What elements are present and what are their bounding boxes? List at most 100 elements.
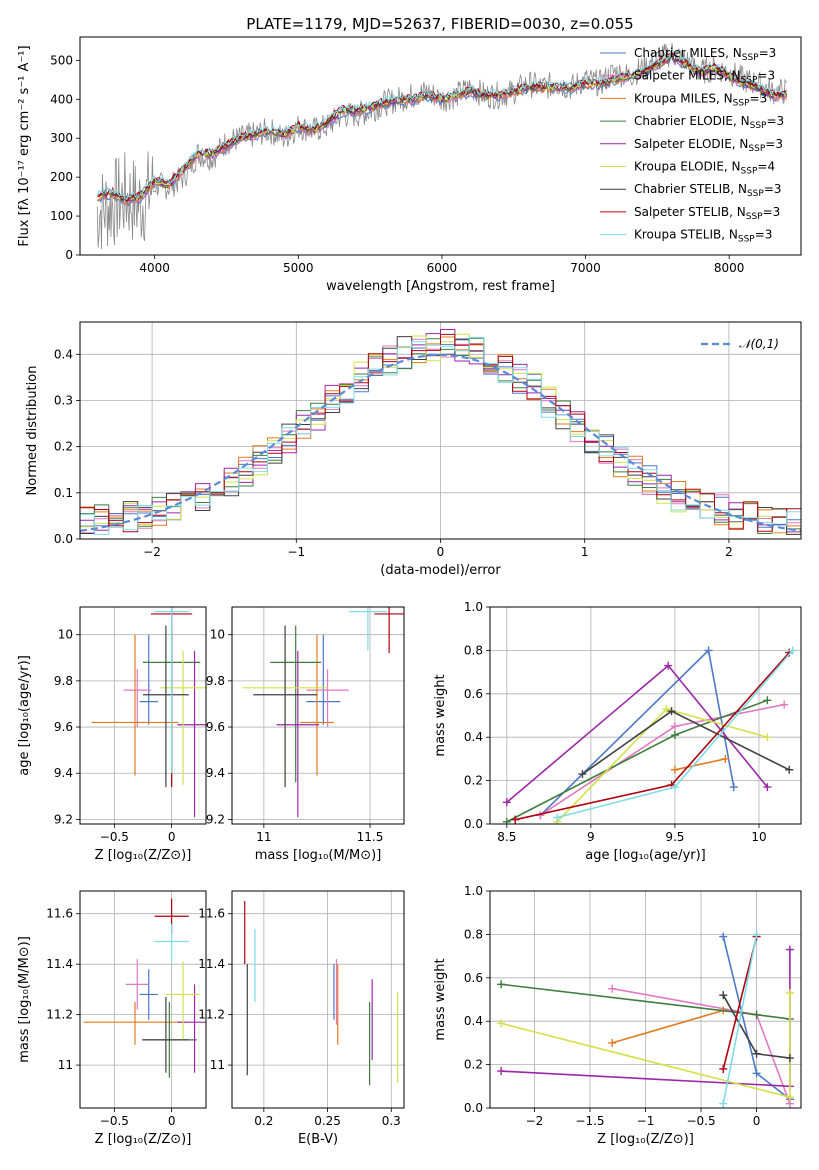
weight-vs-Z-xtick-label: −1.5 bbox=[575, 1114, 604, 1128]
weight-vs-age-ytick-label: 0.4 bbox=[464, 730, 483, 744]
mass-vs-ebv-frame bbox=[231, 890, 405, 1109]
residuals-xtick-label: −1 bbox=[287, 545, 305, 559]
legend-label: Salpeter MILES, NSSP=3 bbox=[634, 69, 775, 86]
weight-marker bbox=[670, 765, 679, 774]
age-vs-Z-ytick-label: 9.2 bbox=[54, 812, 73, 826]
weight-vs-Z-ytick-label: 0.0 bbox=[464, 1101, 483, 1115]
weight-vs-Z-frame bbox=[489, 890, 802, 1109]
residuals-ytick-label: 0.2 bbox=[54, 440, 73, 454]
weight-vs-age-xlabel: age [log₁₀(age/yr)] bbox=[585, 848, 706, 863]
weight-marker bbox=[752, 930, 761, 939]
weight-marker bbox=[497, 1019, 506, 1028]
legend-eq: =3 bbox=[765, 137, 783, 151]
weight-line bbox=[611, 1009, 724, 1044]
age-vs-mass-xtick-label: 11.5 bbox=[357, 830, 384, 844]
mass-vs-Z-ytick-label: 11.6 bbox=[46, 907, 73, 921]
weight-marker bbox=[763, 783, 772, 792]
age-vs-Z-plot-area bbox=[80, 607, 206, 824]
mass-vs-Z-xtick-label: 0 bbox=[168, 1114, 176, 1128]
spectrum-xtick-label: 5000 bbox=[283, 261, 314, 275]
mass-vs-ebv-xtick-label: 0.25 bbox=[314, 1114, 341, 1128]
legend-eq: =3 bbox=[766, 114, 784, 128]
weight-vs-age-xtick-label: 8.5 bbox=[497, 830, 516, 844]
figure-title: PLATE=1179, MJD=52637, FIBERID=0030, z=0… bbox=[246, 15, 633, 33]
weight-vs-age-plot-area bbox=[490, 607, 801, 824]
age-vs-Z-ylabel: age [log₁₀(age/yr)] bbox=[17, 655, 32, 776]
age-vs-Z-xtick-label: 0 bbox=[168, 830, 176, 844]
weight-line bbox=[674, 758, 726, 771]
age-vs-mass-xlabel: mass [log₁₀(M/M⊙)] bbox=[255, 848, 382, 863]
age-vs-mass-ytick-label: 9.6 bbox=[206, 720, 225, 734]
legend-label: Chabrier ELODIE, NSSP=3 bbox=[634, 114, 784, 131]
age-vs-Z-ytick-label: 10 bbox=[58, 628, 73, 642]
legend-label: Kroupa STELIB, NSSP=3 bbox=[634, 228, 772, 245]
weight-vs-Z-ytick-label: 0.2 bbox=[464, 1058, 483, 1072]
age-vs-Z-frame bbox=[79, 606, 207, 825]
mass-vs-ebv-ytick-label: 11.6 bbox=[198, 907, 225, 921]
legend-label: Salpeter STELIB, NSSP=3 bbox=[634, 205, 780, 222]
mass-vs-Z-frame bbox=[79, 890, 207, 1109]
weight-marker bbox=[719, 932, 728, 941]
weight-marker bbox=[662, 704, 671, 713]
legend-label: 𝒩(0,1) bbox=[739, 337, 779, 351]
age-vs-mass-panel: 11 11.5 9.2 9.4 9.6 9.8 10 mass [log₁₀(M/M⊙)] bbox=[206, 606, 405, 863]
weight-marker bbox=[608, 984, 617, 993]
weight-line bbox=[506, 664, 769, 803]
weight-vs-Z-ylabel: mass weight bbox=[433, 958, 448, 1040]
weight-marker bbox=[670, 722, 679, 731]
residuals-panel: −2 −1 0 1 2 0.0 0.1 0.2 0.3 0.4 (data-model)/error… bbox=[25, 321, 802, 578]
legend-sub: SSP bbox=[748, 144, 765, 154]
weight-marker bbox=[763, 733, 772, 742]
weight-marker bbox=[608, 1038, 617, 1047]
weight-vs-Z-plot-area bbox=[490, 891, 801, 1108]
weight-marker bbox=[752, 1069, 761, 1078]
age-vs-mass-ytick-label: 9.8 bbox=[206, 674, 225, 688]
weight-vs-Z-ytick-label: 0.4 bbox=[464, 1014, 483, 1028]
spectrum-ylabel: Flux [fλ 10⁻¹⁷ erg cm⁻² s⁻¹ A⁻¹] bbox=[17, 45, 32, 246]
legend-label: Kroupa ELODIE, NSSP=4 bbox=[634, 160, 775, 177]
model-spectrum-line bbox=[96, 50, 787, 200]
legend-eq: =3 bbox=[764, 182, 782, 196]
spectrum-ytick-label: 500 bbox=[50, 53, 73, 67]
mass-vs-ebv-xtick-label: 0.2 bbox=[254, 1114, 273, 1128]
weight-vs-age-panel: 8.5 9 9.5 10 0.0 0.2 0.4 0.6 0.8 1.0 age [log₁₀(ag… bbox=[433, 600, 802, 863]
legend-sub: SSP bbox=[746, 212, 763, 222]
weight-marker bbox=[497, 980, 506, 989]
mass-vs-Z-ytick-label: 11.2 bbox=[46, 1008, 73, 1022]
spectrum-frame bbox=[79, 36, 802, 256]
weight-marker bbox=[719, 991, 728, 1000]
age-vs-Z-ytick-label: 9.4 bbox=[54, 766, 73, 780]
weight-marker bbox=[785, 765, 794, 774]
residuals-xtick-label: 2 bbox=[725, 545, 733, 559]
spectrum-ytick-label: 100 bbox=[50, 209, 73, 223]
weight-marker bbox=[502, 817, 511, 824]
weight-vs-age-ytick-label: 1.0 bbox=[464, 600, 483, 614]
legend-label: Chabrier MILES, NSSP=3 bbox=[634, 46, 776, 63]
age-vs-mass-ytick-label: 9.2 bbox=[206, 812, 225, 826]
weight-vs-Z-xtick-label: 0 bbox=[753, 1114, 761, 1128]
weight-line bbox=[539, 703, 785, 816]
legend-sub: SSP bbox=[738, 235, 755, 245]
legend-sub: SSP bbox=[741, 167, 758, 177]
legend-label: Kroupa MILES, NSSP=3 bbox=[634, 91, 767, 108]
gaussian-curve bbox=[80, 353, 801, 532]
weight-marker bbox=[670, 783, 679, 792]
mass-vs-Z-xtick-label: −0.5 bbox=[100, 1114, 129, 1128]
age-vs-mass-frame bbox=[231, 606, 405, 825]
spectrum-ytick-label: 200 bbox=[50, 170, 73, 184]
weight-vs-age-xtick-label: 9.5 bbox=[665, 830, 684, 844]
weight-line bbox=[515, 652, 790, 821]
mass-vs-ebv-plot-area bbox=[232, 891, 404, 1108]
mass-vs-ebv-ytick-label: 11.4 bbox=[198, 957, 225, 971]
residuals-xtick-label: −2 bbox=[143, 545, 161, 559]
weight-marker bbox=[719, 1099, 728, 1108]
age-vs-Z-xlabel: Z [log₁₀(Z/Z⊙)] bbox=[95, 848, 192, 863]
spectrum-plot-area bbox=[96, 42, 788, 250]
mass-vs-ebv-xlabel: E(B-V) bbox=[298, 1132, 338, 1147]
legend-sub: SSP bbox=[733, 98, 750, 108]
weight-marker bbox=[511, 815, 520, 824]
weight-vs-age-ytick-label: 0.0 bbox=[464, 817, 483, 831]
weight-marker bbox=[752, 1049, 761, 1058]
residuals-xtick-label: 1 bbox=[581, 545, 589, 559]
residuals-frame bbox=[79, 321, 802, 540]
